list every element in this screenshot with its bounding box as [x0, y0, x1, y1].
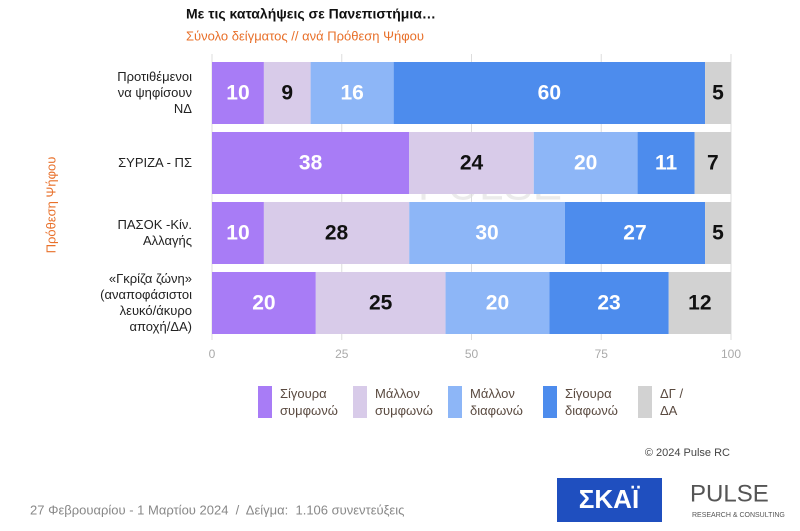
legend-label: Μάλλον συμφωνώ — [375, 386, 433, 418]
x-tick-label: 75 — [595, 347, 609, 361]
legend-swatch — [638, 386, 652, 418]
category-label: «Γκρίζα ζώνη» (αναποφάσιστοι λευκό/άκυρο… — [100, 271, 192, 334]
data-label: 12 — [688, 292, 711, 315]
footnote: 27 Φεβρουαρίου - 1 Μαρτίου 2024 / Δείγμα… — [30, 502, 404, 517]
y-axis-label: Πρόθεση Ψήφου — [43, 157, 58, 254]
data-label: 25 — [369, 292, 393, 315]
data-label: 20 — [574, 152, 597, 175]
data-label: 11 — [655, 152, 678, 175]
bar-segment — [694, 132, 731, 194]
bar-segment — [212, 202, 264, 264]
x-tick-label: 25 — [335, 347, 349, 361]
bar-segment — [668, 272, 731, 334]
category-label: Προτιθέμενοι να ψηφίσουν ΝΔ — [117, 69, 192, 116]
bar-segment — [705, 62, 731, 124]
bar-segment — [263, 202, 410, 264]
bar-segment — [263, 62, 311, 124]
data-label: 10 — [226, 222, 249, 245]
legend-label: Σίγουρα διαφωνώ — [565, 386, 618, 418]
bar-segment — [212, 132, 410, 194]
data-label: 28 — [325, 222, 349, 245]
bar-segment — [549, 272, 669, 334]
data-label: 16 — [340, 82, 363, 105]
legend-swatch — [543, 386, 557, 418]
category-label: ΠΑΣΟΚ -Κίν. Αλλαγής — [117, 217, 193, 248]
logo-pulse-sub: RESEARCH & CONSULTING — [692, 512, 785, 519]
data-label: 9 — [281, 82, 293, 105]
bar-segment — [315, 272, 446, 334]
legend-label: Μάλλον διαφωνώ — [470, 386, 523, 418]
data-label: 27 — [623, 222, 646, 245]
data-label: 20 — [486, 292, 509, 315]
bar-segment — [409, 202, 565, 264]
chart-title: Με τις καταλήψεις σε Πανεπιστήμια… — [186, 6, 436, 22]
legend-swatch — [258, 386, 272, 418]
data-label: 30 — [475, 222, 498, 245]
copyright: © 2024 Pulse RC — [645, 447, 730, 459]
logo-skai: ΣΚΑΪ — [579, 484, 640, 514]
legend-label: Σίγουρα συμφωνώ — [280, 386, 338, 418]
x-tick-label: 0 — [209, 347, 216, 361]
data-label: 10 — [226, 82, 249, 105]
x-tick-label: 50 — [465, 347, 479, 361]
logo-box — [557, 478, 662, 522]
bar-segment — [409, 132, 534, 194]
x-tick-label: 100 — [721, 347, 741, 361]
bar-segment — [705, 202, 731, 264]
bar-segment — [637, 132, 695, 194]
data-label: 23 — [597, 292, 620, 315]
data-label: 20 — [252, 292, 275, 315]
logo-pulse: PULSE — [690, 480, 769, 507]
data-label: 60 — [538, 82, 561, 105]
legend-swatch — [353, 386, 367, 418]
bar-segment — [310, 62, 394, 124]
category-label: ΣΥΡΙΖΑ - ΠΣ — [118, 155, 192, 170]
data-label: 5 — [712, 222, 724, 245]
data-label: 7 — [707, 152, 719, 175]
bar-segment — [445, 272, 550, 334]
bar-segment — [533, 132, 638, 194]
legend-label: ΔΓ / ΔΑ — [660, 386, 684, 418]
bar-segment — [564, 202, 706, 264]
data-label: 5 — [712, 82, 724, 105]
data-label: 24 — [460, 152, 484, 175]
bar-segment — [212, 62, 264, 124]
data-label: 38 — [299, 152, 323, 175]
chart-subtitle: Σύνολο δείγματος // ανά Πρόθεση Ψήφου — [186, 28, 424, 43]
legend-swatch — [448, 386, 462, 418]
bar-segment — [212, 272, 316, 334]
bar-segment — [393, 62, 706, 124]
